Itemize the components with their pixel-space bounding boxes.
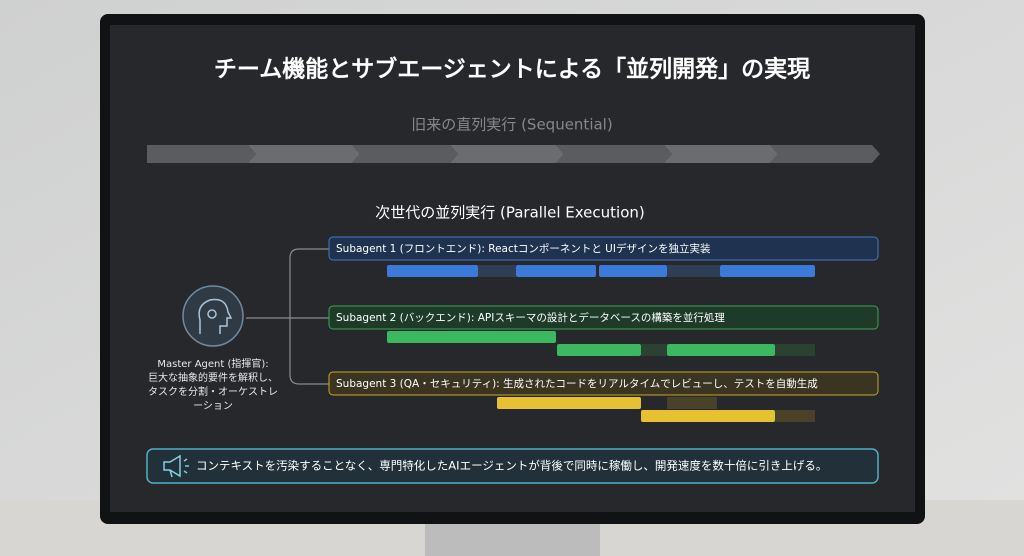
subagent-label: Subagent 1 (フロントエンド): Reactコンポーネントと UIデザ… [336, 242, 711, 255]
master-name: Master Agent (指揮官): [157, 357, 268, 370]
master-description: タスクを分割・オーケストレ [148, 385, 278, 398]
footer-text: コンテキストを汚染することなく、専門特化したAIエージェントが背後で同時に稼働し… [196, 459, 827, 473]
subagent-label: Subagent 2 (バックエンド): APIスキーマの設計とデータベースの構… [336, 311, 725, 324]
master-head [198, 298, 233, 334]
connectors [246, 248, 329, 385]
subagent-timeline [387, 331, 815, 356]
footer-box [146, 448, 879, 484]
subagent-label: Subagent 3 (QA・セキュリティ): 生成されたコードをリアルタイムで… [336, 377, 818, 390]
master-description: ーション [193, 401, 233, 412]
subagent-box [328, 305, 879, 330]
master-icon [182, 285, 244, 347]
subagent-timeline [387, 265, 815, 277]
subagent-box [328, 371, 879, 396]
sequential-label: 旧来の直列実行 (Sequential) [411, 116, 612, 134]
megaphone-icon [163, 454, 189, 478]
subagent-box [328, 236, 879, 261]
master-description: 巨大な抽象的要件を解釈し、 [148, 371, 278, 384]
monitor-stand [425, 518, 600, 556]
parallel-label: 次世代の並列実行 (Parallel Execution) [375, 204, 645, 222]
sequential-bar [147, 145, 880, 163]
title: チーム機能とサブエージェントによる「並列開発」の実現 [214, 56, 810, 83]
subagent-timeline [497, 397, 815, 422]
